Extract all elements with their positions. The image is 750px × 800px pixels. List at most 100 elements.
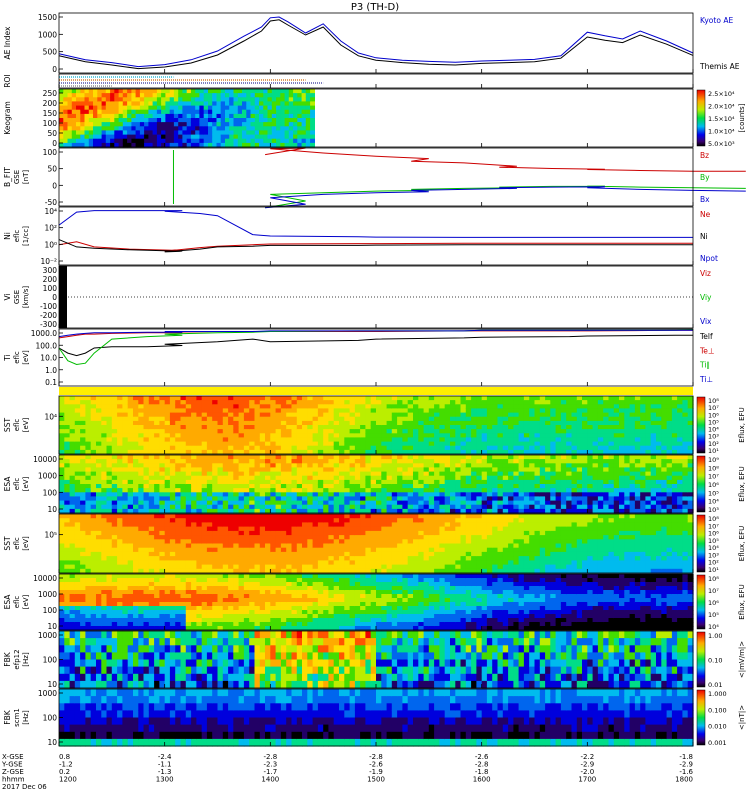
- heatmap-cell: [159, 539, 166, 545]
- heatmap-cell: [492, 408, 499, 414]
- heatmap-cell: [550, 467, 557, 473]
- heatmap-cell: [263, 97, 269, 102]
- heatmap-cell: [603, 492, 610, 497]
- heatmap-cell: [587, 484, 594, 489]
- heatmap-cell: [217, 568, 224, 574]
- heatmap-cell: [111, 514, 118, 519]
- heatmap-cell: [249, 429, 256, 434]
- heatmap-cell: [439, 463, 446, 468]
- heatmap-cell: [555, 475, 562, 481]
- heatmap-cell: [59, 109, 64, 115]
- heatmap-cell: [106, 543, 113, 549]
- heatmap-cell: [656, 408, 662, 414]
- y-tick-label: 1000.0: [31, 329, 57, 338]
- heatmap-cell: [225, 130, 230, 136]
- heatmap-cell: [529, 459, 536, 464]
- heatmap-cell: [169, 463, 176, 468]
- heatmap-cell: [582, 445, 588, 451]
- heatmap-cell: [560, 445, 567, 451]
- heatmap-cell: [476, 471, 483, 477]
- heatmap-cell: [84, 142, 90, 148]
- heatmap-cell: [629, 449, 636, 455]
- heatmap-cell: [59, 429, 65, 434]
- heatmap-cell: [143, 535, 150, 540]
- heatmap-cell: [90, 564, 97, 570]
- heatmap-cell: [148, 113, 154, 119]
- heatmap-cell: [310, 138, 315, 144]
- heatmap-cell: [280, 425, 287, 430]
- heatmap-cell: [180, 504, 187, 510]
- heatmap-cell: [587, 496, 594, 502]
- heatmap-cell: [228, 396, 234, 401]
- heatmap-cell: [476, 412, 483, 418]
- heatmap-cell: [74, 429, 81, 434]
- heatmap-cell: [502, 420, 509, 426]
- heatmap-cell: [301, 109, 307, 115]
- heatmap-cell: [59, 568, 65, 574]
- heatmap-cell: [159, 479, 166, 485]
- heatmap-cell: [196, 518, 203, 523]
- heatmap-cell: [127, 479, 134, 485]
- heatmap-cell: [391, 492, 398, 497]
- heatmap-cell: [138, 492, 145, 497]
- heatmap-cell: [133, 543, 139, 549]
- heatmap-cell: [645, 463, 652, 468]
- heatmap-cell: [566, 459, 573, 464]
- heatmap-cell: [259, 113, 264, 119]
- heatmap-cell: [164, 551, 171, 557]
- legend-label: Ne: [700, 210, 711, 219]
- heatmap-cell: [201, 425, 208, 430]
- heatmap-cell: [191, 416, 197, 422]
- heatmap-cell: [381, 475, 388, 481]
- heatmap-cell: [111, 539, 118, 545]
- y-tick-label: 10⁴: [44, 412, 57, 421]
- heatmap-cell: [243, 530, 250, 536]
- heatmap-cell: [159, 475, 166, 481]
- heatmap-cell: [687, 429, 694, 434]
- heatmap-cell: [486, 400, 493, 405]
- heatmap-cell: [64, 492, 71, 497]
- heatmap-cell: [127, 492, 134, 497]
- heatmap-cell: [201, 467, 208, 473]
- heatmap-cell: [169, 93, 175, 98]
- heatmap-cell: [201, 518, 208, 523]
- heatmap-cell: [502, 400, 509, 405]
- heatmap-cell: [386, 425, 393, 430]
- heatmap-cell: [603, 467, 610, 473]
- heatmap-cell: [201, 522, 208, 528]
- heatmap-cell: [582, 400, 588, 405]
- heatmap-cell: [127, 556, 134, 561]
- heatmap-cell: [233, 504, 240, 510]
- heatmap-cell: [613, 420, 620, 426]
- y-tick-label: 100: [43, 119, 58, 128]
- heatmap-cell: [566, 504, 573, 510]
- heatmap-cell: [661, 484, 668, 489]
- heatmap-cell: [173, 138, 179, 144]
- heatmap-cell: [450, 455, 456, 460]
- heatmap-cell: [85, 551, 92, 557]
- heatmap-cell: [284, 134, 290, 140]
- heatmap-cell: [180, 445, 187, 451]
- heatmap-cell: [502, 475, 509, 481]
- y-axis-label: SST: [3, 418, 12, 433]
- heatmap-cell: [159, 518, 166, 523]
- heatmap-cell: [217, 556, 224, 561]
- heatmap-cell: [413, 396, 419, 401]
- heatmap-cell: [555, 504, 562, 510]
- heatmap-cell: [428, 445, 435, 451]
- heatmap-cell: [265, 514, 271, 519]
- heatmap-cell: [117, 547, 123, 553]
- heatmap-cell: [560, 459, 567, 464]
- heatmap-cell: [302, 425, 308, 430]
- heatmap-cell: [201, 441, 208, 447]
- heatmap-cell: [634, 492, 641, 497]
- heatmap-cell: [354, 484, 361, 489]
- heatmap-cell: [74, 518, 81, 523]
- heatmap-cell: [450, 425, 456, 430]
- heatmap-cell: [196, 560, 203, 566]
- heatmap-cell: [228, 412, 234, 418]
- heatmap-cell: [59, 467, 65, 473]
- heatmap-cell: [360, 492, 366, 497]
- heatmap-cell: [159, 484, 166, 489]
- heatmap-cell: [164, 449, 171, 455]
